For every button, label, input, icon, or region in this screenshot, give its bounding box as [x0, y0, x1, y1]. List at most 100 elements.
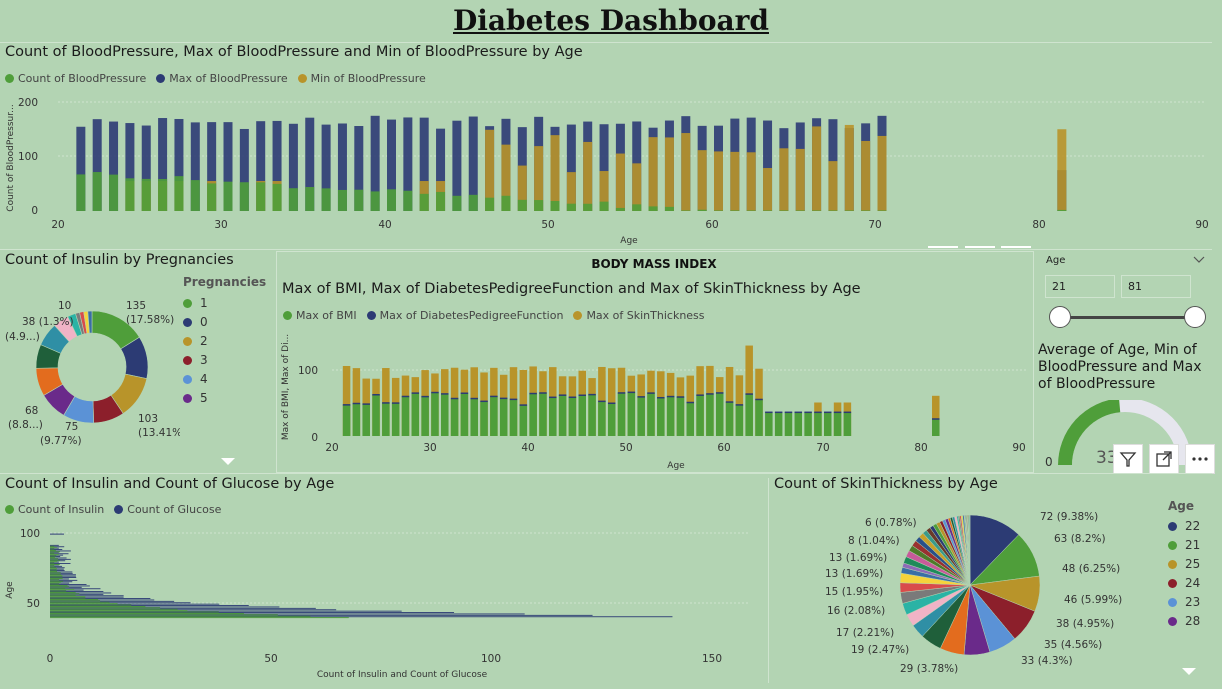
legend-item[interactable]: Count of Insulin	[5, 503, 104, 516]
legend-dot-icon	[1168, 616, 1177, 626]
legend-dot-icon	[156, 74, 166, 83]
age-min-input[interactable]: 21	[1045, 275, 1115, 298]
bmi-bar	[509, 399, 518, 436]
bp-min-bar	[648, 137, 658, 211]
insulin-bar	[50, 586, 70, 588]
legend-item[interactable]: 22	[1168, 519, 1200, 533]
glucose-bar	[50, 579, 78, 581]
glucose-bar	[50, 549, 63, 550]
y-tick-label: 50	[27, 598, 40, 610]
donut-label: 38 (1.3%)	[22, 316, 74, 328]
dpf-bar	[431, 391, 439, 394]
bp-min-bar	[599, 171, 609, 211]
dpf-bar	[450, 397, 459, 400]
legend-dot-icon	[183, 298, 192, 308]
legend-item[interactable]: Min of BloodPressure	[297, 72, 426, 85]
pie-label: 33 (4.3%)	[1021, 655, 1073, 667]
dpf-bar	[627, 391, 636, 394]
more-options-button[interactable]	[1185, 444, 1215, 474]
legend-item[interactable]: Max of DiabetesPedigreeFunction	[366, 309, 563, 322]
legend-dot-icon	[1168, 559, 1177, 569]
legend-item[interactable]: 21	[1168, 538, 1200, 552]
bp-max-bar	[403, 117, 413, 211]
legend-item[interactable]: 24	[1168, 576, 1200, 590]
bmi-chart[interactable]: 100 0 20 30 40 50 60 70 80 90 Age Max of…	[276, 325, 1032, 471]
bmi-bar	[676, 397, 685, 436]
scroll-down-icon[interactable]	[1181, 667, 1197, 677]
filter-button[interactable]	[1113, 444, 1143, 474]
insulin-glucose-chart[interactable]: 100 50 0 50 100 150 Count of Insulin and…	[0, 520, 760, 685]
legend-item[interactable]: 5	[183, 391, 266, 405]
glucose-bar	[50, 605, 249, 606]
insulin-glucose-legend: Count of Insulin Count of Glucose	[5, 503, 221, 516]
legend-item[interactable]: 0	[183, 315, 266, 329]
glucose-bar	[50, 598, 151, 599]
age-max-input[interactable]: 81	[1121, 275, 1191, 298]
insulin-bar	[50, 610, 188, 612]
skin-pie-chart[interactable]: 72 (9.38%) 63 (8.2%) 48 (6.25%) 46 (5.99…	[770, 500, 1160, 685]
glucose-bar	[50, 547, 59, 549]
glucose-bar	[50, 561, 59, 563]
bp-count-bar	[517, 199, 527, 211]
x-tick-label: 100	[481, 653, 501, 665]
chevron-down-icon[interactable]	[1193, 256, 1205, 264]
legend-label: 5	[200, 391, 208, 405]
insulin-bar	[50, 552, 55, 554]
insulin-preg-donut[interactable]: 135 (17.58%) 103 (13.41%) 75 (9.77%) 68 …	[0, 295, 180, 455]
legend-item[interactable]: Count of BloodPressure	[5, 72, 146, 85]
dpf-bar	[666, 395, 675, 398]
age-slider-track[interactable]	[1060, 316, 1195, 319]
legend-item[interactable]: Max of BloodPressure	[156, 72, 288, 85]
legend-item[interactable]: 28	[1168, 614, 1200, 628]
glucose-bar	[50, 572, 73, 574]
donut-label: (4.9...)	[5, 331, 40, 343]
bp-count-bar	[370, 191, 380, 211]
bmi-chart-title: Max of BMI, Max of DiabetesPedigreeFunct…	[282, 281, 861, 297]
gauge-chart[interactable]: 0 33	[1038, 400, 1218, 472]
bp-max-bar	[763, 120, 773, 211]
bmi-bar	[588, 394, 596, 436]
bp-min-bar	[534, 146, 544, 211]
legend-label: 22	[1185, 519, 1201, 533]
legend-item[interactable]: 4	[183, 372, 266, 386]
glucose-bar	[50, 560, 66, 562]
legend-item[interactable]: 2	[183, 334, 266, 348]
pie-label: 13 (1.69%)	[829, 552, 887, 564]
legend-item[interactable]: 25	[1168, 557, 1200, 571]
legend-item[interactable]: 3	[183, 353, 266, 367]
legend-label: 23	[1185, 595, 1201, 609]
dpf-bar	[814, 411, 822, 414]
dpf-bar	[558, 394, 567, 396]
glucose-bar	[50, 570, 65, 571]
insulin-bar	[50, 590, 67, 592]
legend-dot-icon	[1168, 597, 1177, 607]
bp-count-bar	[109, 174, 119, 211]
focus-mode-button[interactable]	[1149, 444, 1179, 474]
preg-legend: Pregnancies 1 0 2 3 4 5	[183, 275, 266, 410]
scroll-down-icon[interactable]	[220, 457, 236, 467]
glucose-bar	[50, 581, 73, 583]
legend-item[interactable]: Count of Glucose	[114, 503, 221, 516]
age-slider-min-handle[interactable]	[1049, 306, 1071, 328]
bp-count-bar	[190, 180, 200, 211]
x-tick-label: 50	[264, 653, 277, 665]
bmi-bar	[382, 403, 390, 436]
insulin-bar	[50, 599, 99, 600]
bp-max-bar	[419, 117, 429, 211]
legend-item[interactable]: 1	[183, 296, 266, 310]
legend-item[interactable]: Max of BMI	[283, 309, 357, 322]
glucose-bar	[50, 602, 191, 604]
insulin-bar	[50, 562, 55, 564]
bmi-bar	[735, 405, 744, 436]
bmi-bar	[824, 412, 832, 436]
legend-dot-icon	[183, 317, 192, 327]
bp-min-bar	[664, 137, 674, 211]
bp-count-bar	[239, 182, 249, 211]
age-slider-max-handle[interactable]	[1184, 306, 1206, 328]
bmi-bar	[441, 394, 449, 436]
legend-item[interactable]: Max of SkinThickness	[573, 309, 705, 322]
bp-chart[interactable]: 200 100 0 20 30 40 50 60 70 80 90 Age Co…	[0, 90, 1222, 250]
legend-item[interactable]: 23	[1168, 595, 1200, 609]
dpf-bar	[480, 400, 488, 403]
x-tick-label: 60	[705, 219, 718, 231]
